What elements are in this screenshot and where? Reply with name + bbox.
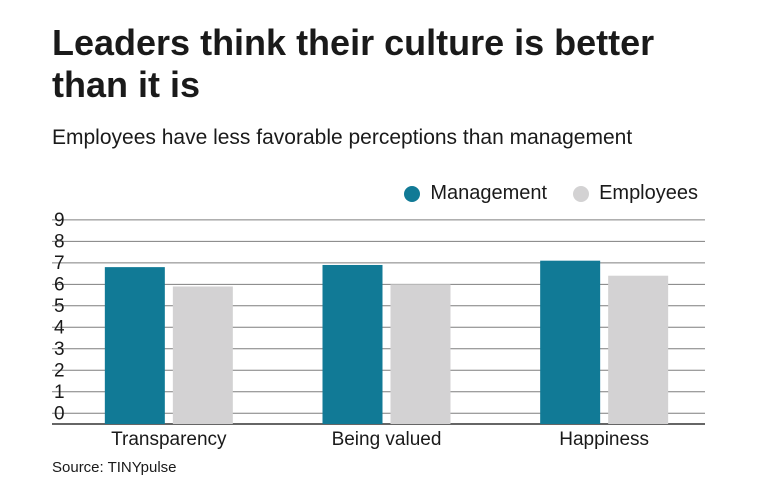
bar-employees-happiness bbox=[608, 275, 669, 424]
legend-swatch-employees bbox=[573, 185, 590, 202]
legend-label-employees: Employees bbox=[599, 182, 698, 204]
y-tick-label-0: 0 bbox=[54, 403, 65, 424]
y-tick-label-9: 9 bbox=[54, 210, 65, 231]
y-tick-label-6: 6 bbox=[54, 274, 65, 295]
legend-item-employees: Employees bbox=[573, 182, 698, 205]
legend-swatch-management bbox=[404, 185, 421, 202]
x-tick-label-happiness: Happiness bbox=[559, 429, 649, 450]
x-tick-label-transparency: Transparency bbox=[111, 429, 227, 450]
bar-management-being-valued bbox=[322, 264, 383, 424]
legend-label-management: Management bbox=[430, 182, 548, 204]
x-tick-label-being-valued: Being valued bbox=[332, 429, 442, 450]
bar-management-happiness bbox=[540, 260, 601, 424]
y-tick-label-3: 3 bbox=[54, 339, 65, 360]
source-note: Source: TINYpulse bbox=[52, 459, 177, 476]
bar-employees-transparency bbox=[172, 286, 233, 424]
chart-title: Leaders think their culture is better th… bbox=[52, 22, 655, 105]
legend: Management Employees bbox=[378, 182, 698, 205]
y-tick-label-5: 5 bbox=[54, 296, 65, 317]
y-tick-label-1: 1 bbox=[54, 382, 65, 403]
y-tick-label-7: 7 bbox=[54, 253, 65, 274]
bar-management-transparency bbox=[104, 267, 165, 424]
y-tick-label-2: 2 bbox=[54, 360, 65, 381]
y-tick-label-8: 8 bbox=[54, 231, 65, 252]
chart-subtitle: Employees have less favorable perception… bbox=[52, 126, 633, 149]
y-tick-label-4: 4 bbox=[54, 317, 65, 338]
bar-employees-being-valued bbox=[390, 284, 451, 424]
legend-item-management: Management bbox=[404, 182, 547, 205]
